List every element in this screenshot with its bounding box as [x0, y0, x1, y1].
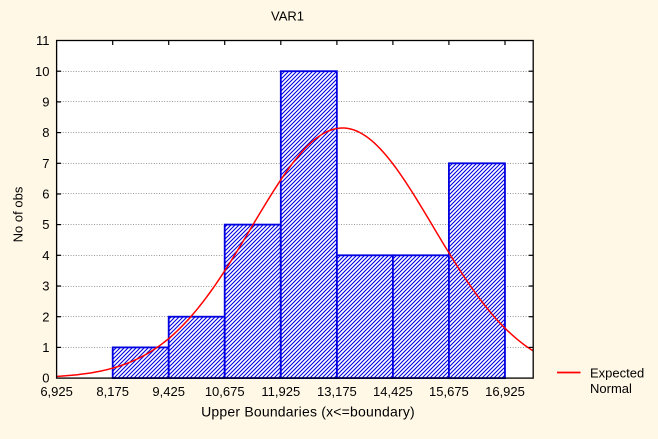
svg-text:9: 9: [42, 95, 49, 110]
svg-text:Normal: Normal: [590, 381, 632, 396]
svg-text:8,175: 8,175: [96, 384, 129, 399]
svg-text:0: 0: [42, 371, 49, 386]
svg-text:6,925: 6,925: [40, 384, 73, 399]
svg-text:10,675: 10,675: [205, 384, 245, 399]
svg-text:10: 10: [35, 64, 49, 79]
svg-text:16,925: 16,925: [485, 384, 525, 399]
svg-text:4: 4: [42, 248, 49, 263]
svg-text:6: 6: [42, 187, 49, 202]
svg-text:Expected: Expected: [590, 366, 644, 381]
svg-text:3: 3: [42, 279, 49, 294]
svg-text:5: 5: [42, 217, 49, 232]
svg-text:14,425: 14,425: [373, 384, 413, 399]
svg-text:No of obs: No of obs: [11, 186, 26, 242]
svg-text:Upper Boundaries (x<=boundary): Upper Boundaries (x<=boundary): [201, 404, 415, 420]
svg-text:11: 11: [36, 33, 50, 48]
svg-text:1: 1: [42, 340, 49, 355]
svg-text:8: 8: [42, 125, 49, 140]
svg-text:11,925: 11,925: [261, 384, 300, 399]
svg-text:7: 7: [42, 156, 49, 171]
svg-text:2: 2: [42, 309, 49, 324]
svg-text:15,675: 15,675: [429, 384, 469, 399]
svg-text:13,175: 13,175: [317, 384, 357, 399]
svg-text:VAR1: VAR1: [271, 9, 304, 24]
svg-text:9,425: 9,425: [152, 384, 185, 399]
